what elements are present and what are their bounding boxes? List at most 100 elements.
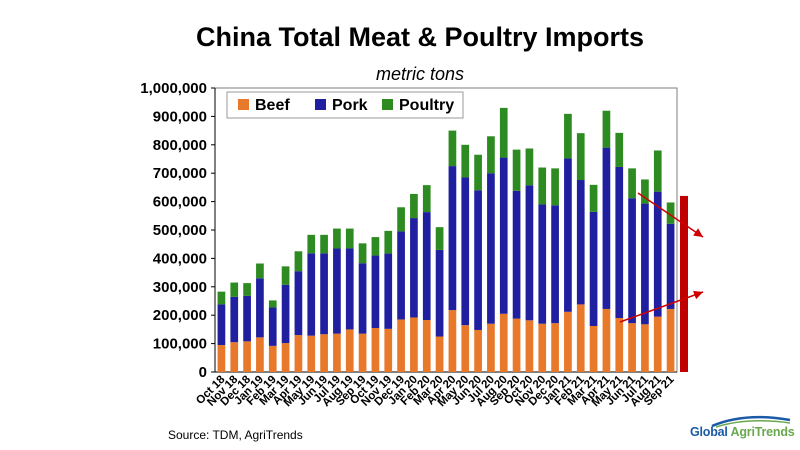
chart-subtitle: metric tons [375,64,465,84]
bar-poultry [666,202,675,224]
bar-pork [281,284,290,344]
bar-beef [564,311,572,372]
legend-label: Beef [255,97,290,114]
plot-area [214,87,678,373]
y-tick-label: 700,000 [153,165,207,182]
bar-pork [589,211,598,326]
y-tick-label: 1,000,000 [140,80,207,97]
bar-beef [294,335,303,372]
bar-beef [230,342,239,372]
y-tick-label: 200,000 [153,307,207,324]
bar-poultry [422,185,431,213]
bar-poultry [333,228,341,249]
bar-beef [307,335,316,372]
bar-poultry [628,168,636,199]
bar-beef [589,325,598,372]
bar-poultry [653,150,662,192]
bar-poultry [641,179,649,204]
bar-poultry [384,230,393,254]
bar-pork [461,177,470,326]
bar-pork [410,218,418,318]
bar-pork [384,253,393,329]
legend-swatch [315,99,326,110]
y-tick-label: 600,000 [153,194,207,211]
legend-label: Pork [332,97,368,114]
bar-beef [243,341,251,372]
bar-beef [474,329,482,372]
bar-beef [551,323,559,372]
bar-poultry [487,136,495,174]
legend-swatch [238,99,249,110]
red-annotation-bar [680,195,688,372]
bar-pork [666,223,675,309]
bar-poultry [371,237,380,256]
bar-poultry [230,282,239,297]
bar-beef [538,323,547,372]
bar-poultry [307,234,316,254]
logo-text-global: Global [690,425,731,439]
bar-pork [448,166,457,311]
bar-beef [358,333,367,372]
bar-poultry [461,144,470,178]
bar-poultry [294,251,303,272]
bar-beef [448,310,457,372]
bar-pork [358,263,367,334]
bar-beef [653,316,662,372]
y-tick-label: 0 [199,364,207,381]
bar-pork [551,205,559,324]
bar-poultry [448,130,457,167]
bar-pork [628,198,636,324]
bar-series-group [217,107,675,372]
bar-beef [641,324,649,372]
y-tick-label: 900,000 [153,108,207,125]
bar-poultry [499,107,508,158]
bar-pork [217,304,226,346]
bar-pork [256,278,264,338]
logo-text-agritrends: AgriTrends [730,425,795,439]
legend: Beef Pork Poultry [226,91,464,119]
bar-pork [499,157,508,314]
bar-beef [371,327,380,372]
bar-poultry [538,167,547,205]
bar-pork [371,255,380,328]
bar-pork [422,212,431,321]
bar-beef [512,318,521,372]
bar-beef [499,313,508,372]
bar-poultry [217,291,226,305]
bar-pork [333,248,341,334]
y-tick-label: 100,000 [153,336,207,353]
chart-title: China Total Meat & Poultry Imports [195,22,645,52]
bar-beef [397,319,405,372]
logo-text: Global AgriTrends [690,425,795,439]
bar-beef [487,323,495,372]
bar-pork [243,295,251,342]
bar-beef [525,320,534,372]
bar-beef [628,323,636,372]
bar-poultry [281,266,290,285]
bar-poultry [512,149,521,191]
logo-swoosh-icon [711,415,791,428]
bar-pork [564,158,572,312]
bar-beef [422,320,431,372]
bar-beef [461,325,470,372]
y-axis-ticks: 0 100,000 200,000 300,000 400,000 500,000 600,… [140,80,215,381]
bar-poultry [243,283,251,296]
bar-beef [435,336,444,372]
bar-pork [653,191,662,317]
y-tick-label: 400,000 [153,250,207,267]
bar-poultry [564,113,572,159]
bar-poultry [551,168,559,206]
plot-frame [214,87,678,373]
bar-pork [576,180,585,305]
bar-beef [345,329,354,372]
bar-beef [281,343,290,372]
bar-pork [435,249,444,337]
source-note: Source: TDM, AgriTrends [168,428,303,442]
bar-poultry [602,110,611,148]
bar-poultry [358,243,367,264]
bar-poultry [576,133,585,181]
red-arrow-down [637,192,704,238]
bar-poultry [320,234,328,254]
